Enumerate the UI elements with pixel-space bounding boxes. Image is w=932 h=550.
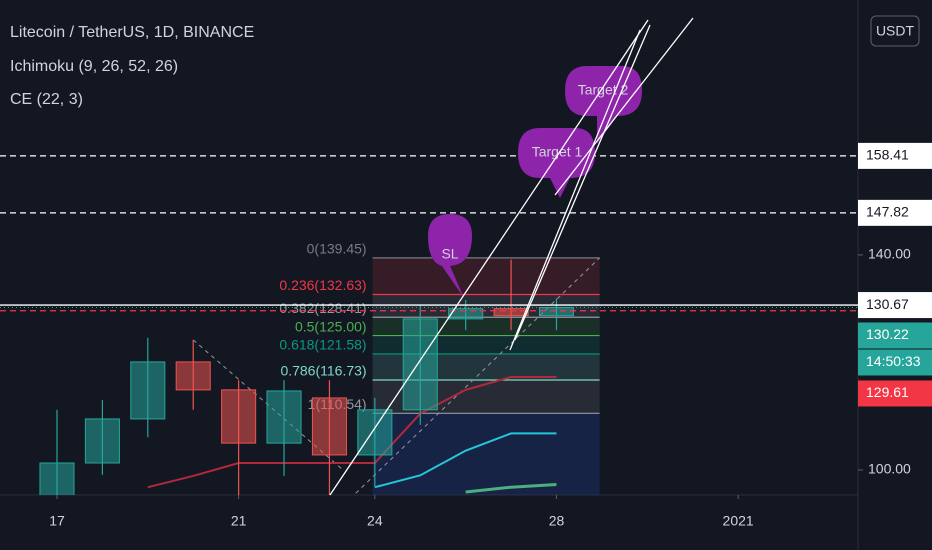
fib-label: 0.236(132.63) xyxy=(279,277,366,293)
trend-line xyxy=(329,19,649,496)
callout-target2: Target 2 xyxy=(565,66,642,144)
callout-sl: SL xyxy=(428,214,472,298)
currency-button[interactable] xyxy=(870,15,920,47)
callout-shape xyxy=(565,66,642,144)
last-price-label: 130.22 xyxy=(866,326,909,342)
indicator-line xyxy=(465,483,557,494)
fib-label: 0.786(116.73) xyxy=(280,363,366,379)
trend-lines xyxy=(329,17,694,496)
candle-body xyxy=(221,389,257,444)
callout-text: Target 1 xyxy=(532,144,583,160)
indicator-label: CE (22, 3) xyxy=(10,91,83,108)
price-line-label: 129.61 xyxy=(866,384,909,400)
fib-zone xyxy=(372,257,600,295)
callout-shape xyxy=(428,214,472,298)
x-tick-label: 21 xyxy=(231,513,247,529)
indicator-label: Ichimoku (9, 26, 52, 26) xyxy=(10,58,178,75)
x-tick-label: 24 xyxy=(367,513,383,529)
countdown: 14:50:33 xyxy=(866,353,921,369)
candle-body xyxy=(266,390,302,444)
candle-body xyxy=(130,361,166,420)
candle-body xyxy=(175,361,211,391)
price-line-label-box xyxy=(858,380,932,407)
trend-line xyxy=(554,17,694,196)
candle-body xyxy=(538,306,575,317)
callout-text: Target 2 xyxy=(578,82,629,98)
countdown-box xyxy=(858,349,932,376)
fib-label: 0.5(125.00) xyxy=(295,318,367,334)
candle-body xyxy=(311,397,347,456)
fib-label: 0(139.45) xyxy=(307,241,367,257)
fib-label: 0.382(128.41) xyxy=(279,300,366,316)
fib-zone xyxy=(372,413,600,495)
fib-label: 0.618(121.58) xyxy=(279,337,366,353)
candle-body xyxy=(357,409,393,456)
price-line-label: 147.82 xyxy=(866,204,909,220)
x-tick-label: 28 xyxy=(549,513,565,529)
chart-title: Litecoin / TetherUS, 1D, BINANCE xyxy=(10,24,254,41)
fib-label: 1.618(92.58) xyxy=(287,493,366,509)
trend-line xyxy=(509,29,641,351)
callout-text: SL xyxy=(441,246,458,262)
callout-shape xyxy=(518,128,595,198)
price-line-label: 158.41 xyxy=(866,147,909,163)
candle-body xyxy=(402,318,438,411)
candle-body xyxy=(84,418,120,464)
price-line-label-box xyxy=(858,199,932,226)
candle-body xyxy=(493,308,529,317)
x-tick-label: 17 xyxy=(49,513,65,529)
last-price-label-box xyxy=(858,322,932,349)
price-line-label-box xyxy=(858,292,932,319)
indicator-line xyxy=(374,432,557,489)
x-tick-label: 2021 xyxy=(723,513,754,529)
candle-body xyxy=(39,462,75,495)
y-tick-label: 140.00 xyxy=(868,246,911,262)
candle-body xyxy=(448,308,484,320)
callout-target1: Target 1 xyxy=(518,128,595,198)
price-line-label-box xyxy=(858,142,932,169)
price-line-label: 130.67 xyxy=(866,296,909,312)
trend-line xyxy=(514,24,651,341)
y-tick-label: 100.00 xyxy=(868,461,911,477)
currency-label[interactable]: USDT xyxy=(876,23,915,39)
